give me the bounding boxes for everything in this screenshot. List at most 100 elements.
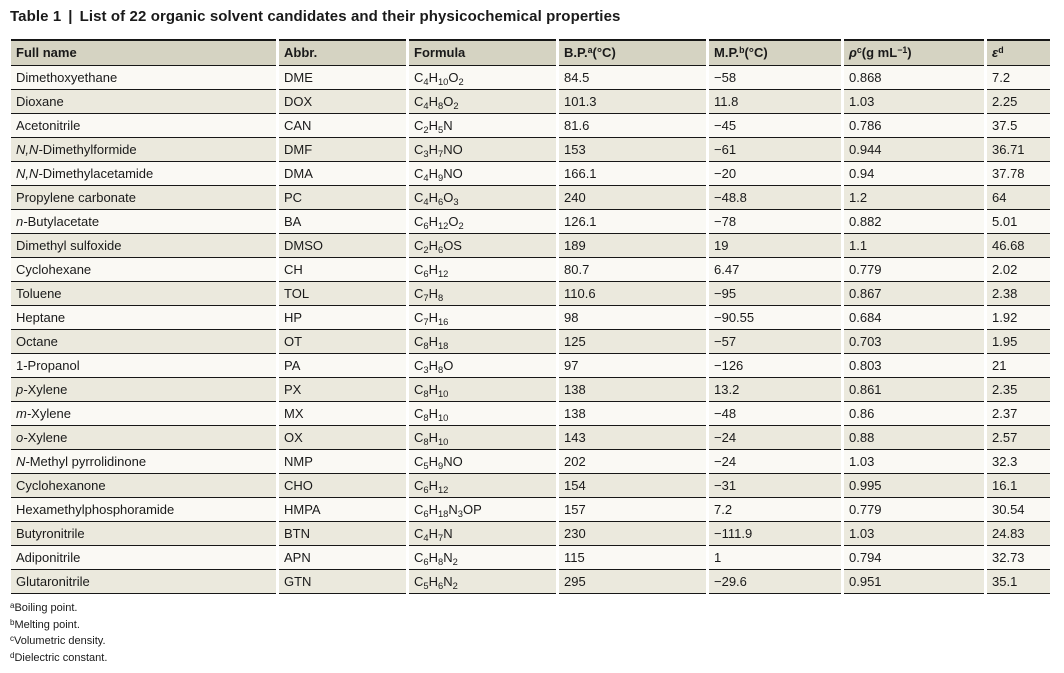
column-header-melting-point: M.P.b(°C) xyxy=(709,39,841,66)
cell-dielectric-constant: 2.57 xyxy=(987,426,1050,450)
column-header-abbr: Abbr. xyxy=(279,39,406,66)
cell-abbr: PC xyxy=(279,186,406,210)
cell-formula: C8H18 xyxy=(409,330,556,354)
cell-density: 1.03 xyxy=(844,522,984,546)
table-row: Cyclohexanone CHO C6H12 154 −31 0.995 16.1 xyxy=(11,474,1050,498)
cell-formula: C4H9NO xyxy=(409,162,556,186)
cell-density: 0.803 xyxy=(844,354,984,378)
cell-density: 0.794 xyxy=(844,546,984,570)
cell-full-name: o-Xylene xyxy=(11,426,276,450)
cell-dielectric-constant: 21 xyxy=(987,354,1050,378)
cell-boiling-point: 295 xyxy=(559,570,706,594)
name-italic-prefix: m- xyxy=(16,406,32,421)
cell-abbr: DMA xyxy=(279,162,406,186)
cell-full-name: Butyronitrile xyxy=(11,522,276,546)
cell-dielectric-constant: 2.02 xyxy=(987,258,1050,282)
cell-dielectric-constant: 2.37 xyxy=(987,402,1050,426)
name-italic-prefix: N- xyxy=(16,454,30,469)
table-row: Toluene TOL C7H8 110.6 −95 0.867 2.38 xyxy=(11,282,1050,306)
cell-abbr: DMF xyxy=(279,138,406,162)
cell-melting-point: −111.9 xyxy=(709,522,841,546)
table-row: 1-Propanol PA C3H8O 97 −126 0.803 21 xyxy=(11,354,1050,378)
cell-density: 0.951 xyxy=(844,570,984,594)
table-row: N-Methyl pyrrolidinone NMP C5H9NO 202 −24 1.0… xyxy=(11,450,1050,474)
column-header-formula: Formula xyxy=(409,39,556,66)
cell-abbr: MX xyxy=(279,402,406,426)
cell-full-name: Octane xyxy=(11,330,276,354)
cell-dielectric-constant: 30.54 xyxy=(987,498,1050,522)
cell-full-name: m-Xylene xyxy=(11,402,276,426)
column-header-full-name: Full name xyxy=(11,39,276,66)
table-row: Hexamethylphosphoramide HMPA C6H18N3OP 157 7… xyxy=(11,498,1050,522)
name-italic-prefix: N,N- xyxy=(16,166,43,181)
cell-melting-point: −20 xyxy=(709,162,841,186)
cell-melting-point: −58 xyxy=(709,66,841,90)
footnote-c: cVolumetric density. xyxy=(10,634,106,647)
header-row: Full name Abbr. Formula B.P.a(°C) M.P.b(°C) ρ… xyxy=(11,39,1050,66)
cell-boiling-point: 138 xyxy=(559,378,706,402)
cell-abbr: GTN xyxy=(279,570,406,594)
cell-dielectric-constant: 32.73 xyxy=(987,546,1050,570)
cell-boiling-point: 81.6 xyxy=(559,114,706,138)
table-row: Dimethyl sulfoxide DMSO C2H6OS 189 19 1.1 46.6… xyxy=(11,234,1050,258)
cell-dielectric-constant: 7.2 xyxy=(987,66,1050,90)
table-row: Heptane HP C7H16 98 −90.55 0.684 1.92 xyxy=(11,306,1050,330)
cell-full-name: N-Methyl pyrrolidinone xyxy=(11,450,276,474)
cell-abbr: OT xyxy=(279,330,406,354)
cell-formula: C3H7NO xyxy=(409,138,556,162)
cell-boiling-point: 115 xyxy=(559,546,706,570)
cell-abbr: CH xyxy=(279,258,406,282)
cell-formula: C7H8 xyxy=(409,282,556,306)
cell-formula: C8H10 xyxy=(409,378,556,402)
cell-abbr: CHO xyxy=(279,474,406,498)
cell-boiling-point: 98 xyxy=(559,306,706,330)
cell-dielectric-constant: 24.83 xyxy=(987,522,1050,546)
cell-dielectric-constant: 37.5 xyxy=(987,114,1050,138)
cell-abbr: PX xyxy=(279,378,406,402)
table-row: Dioxane DOX C4H8O2 101.3 11.8 1.03 2.25 xyxy=(11,90,1050,114)
cell-dielectric-constant: 64 xyxy=(987,186,1050,210)
cell-density: 1.03 xyxy=(844,450,984,474)
cell-dielectric-constant: 2.25 xyxy=(987,90,1050,114)
cell-boiling-point: 125 xyxy=(559,330,706,354)
cell-boiling-point: 97 xyxy=(559,354,706,378)
footnotes: aBoiling point. bMelting point. cVolumetri… xyxy=(10,600,1053,666)
cell-formula: C6H12O2 xyxy=(409,210,556,234)
name-italic-prefix: p- xyxy=(16,382,28,397)
cell-melting-point: 7.2 xyxy=(709,498,841,522)
cell-melting-point: 11.8 xyxy=(709,90,841,114)
cell-dielectric-constant: 36.71 xyxy=(987,138,1050,162)
cell-full-name: Dioxane xyxy=(11,90,276,114)
cell-density: 0.703 xyxy=(844,330,984,354)
cell-full-name: Glutaronitrile xyxy=(11,570,276,594)
cell-full-name: Dimethyl sulfoxide xyxy=(11,234,276,258)
cell-melting-point: −24 xyxy=(709,426,841,450)
cell-full-name: Cyclohexanone xyxy=(11,474,276,498)
cell-full-name: Heptane xyxy=(11,306,276,330)
table-body: Dimethoxyethane DME C4H10O2 84.5 −58 0.868 7.2… xyxy=(11,66,1050,594)
cell-full-name: N,N-Dimethylformide xyxy=(11,138,276,162)
cell-density: 0.86 xyxy=(844,402,984,426)
cell-full-name: Propylene carbonate xyxy=(11,186,276,210)
title-separator: | xyxy=(68,8,73,25)
cell-formula: C4H7N xyxy=(409,522,556,546)
table-number-label: Table 1 xyxy=(10,8,62,25)
cell-abbr: HP xyxy=(279,306,406,330)
column-header-dielectric-constant: εd xyxy=(987,39,1050,66)
cell-dielectric-constant: 37.78 xyxy=(987,162,1050,186)
footnote-d: dDielectric constant. xyxy=(10,650,108,664)
cell-melting-point: −48 xyxy=(709,402,841,426)
cell-full-name: Hexamethylphosphoramide xyxy=(11,498,276,522)
cell-full-name: Dimethoxyethane xyxy=(11,66,276,90)
cell-boiling-point: 101.3 xyxy=(559,90,706,114)
cell-abbr: PA xyxy=(279,354,406,378)
cell-melting-point: −24 xyxy=(709,450,841,474)
cell-density: 0.944 xyxy=(844,138,984,162)
cell-boiling-point: 153 xyxy=(559,138,706,162)
table-row: Adiponitrile APN C6H8N2 115 1 0.794 32.73 xyxy=(11,546,1050,570)
table-header: Full name Abbr. Formula B.P.a(°C) M.P.b(°C) ρ… xyxy=(11,39,1050,66)
solvent-properties-table: Full name Abbr. Formula B.P.a(°C) M.P.b(°C) ρ… xyxy=(8,39,1053,594)
cell-abbr: NMP xyxy=(279,450,406,474)
cell-formula: C6H12 xyxy=(409,474,556,498)
cell-dielectric-constant: 32.3 xyxy=(987,450,1050,474)
